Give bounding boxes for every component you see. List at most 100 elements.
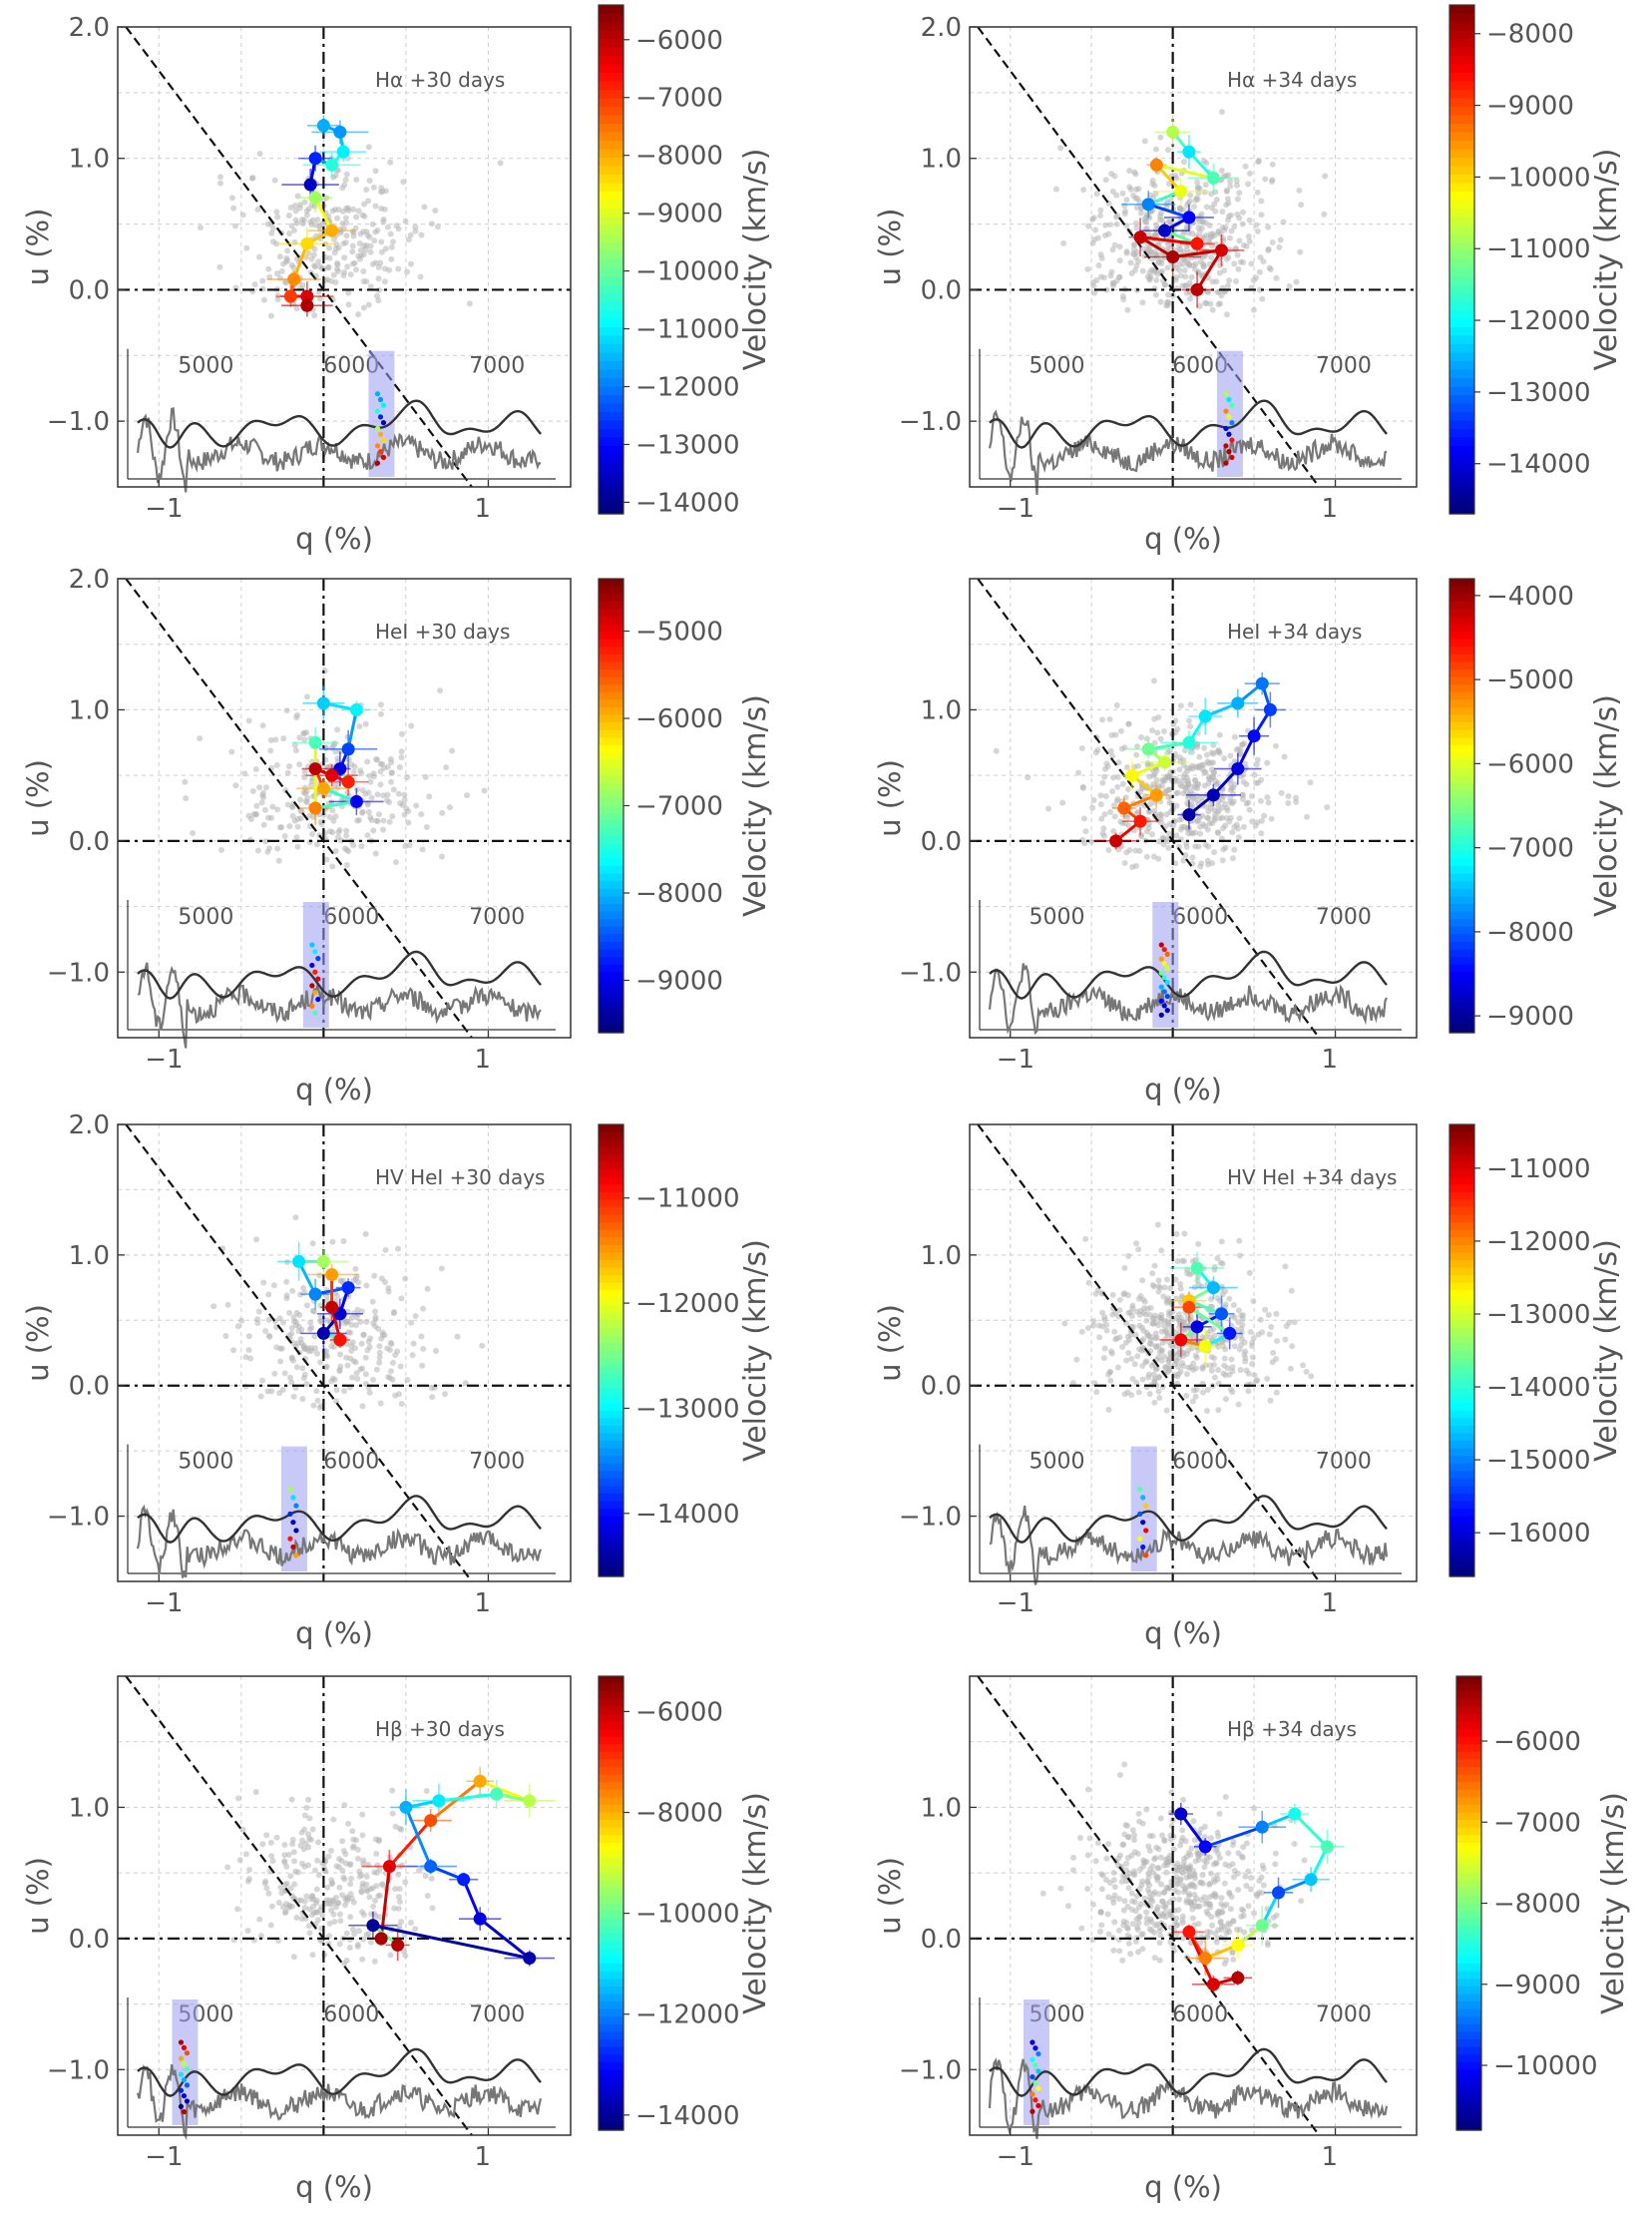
- colorbar-segment: [1456, 1926, 1481, 1935]
- background-point: [1176, 1346, 1183, 1353]
- x-tick-label: −1: [997, 1588, 1034, 1618]
- track-segment: [1195, 249, 1223, 291]
- colorbar-segment: [1449, 1410, 1474, 1420]
- background-point: [1236, 190, 1243, 197]
- background-point: [1207, 1870, 1214, 1877]
- background-point: [286, 763, 293, 770]
- colorbar-label: Velocity (km/s): [1596, 1792, 1631, 2014]
- background-point: [351, 1931, 358, 1938]
- background-point: [1149, 177, 1156, 184]
- background-point: [1149, 1869, 1156, 1876]
- background-point: [1157, 815, 1164, 822]
- background-point: [1129, 1921, 1136, 1928]
- colorbar-segment: [599, 1895, 623, 1905]
- colorbar-segment: [1449, 1267, 1474, 1276]
- background-point: [354, 1941, 361, 1948]
- y-tick-label: −1.0: [899, 1503, 962, 1533]
- colorbar-segment: [599, 437, 623, 447]
- background-point: [1188, 273, 1195, 280]
- background-point: [1245, 799, 1252, 806]
- background-point: [363, 1932, 370, 1939]
- inset-track-point: [380, 454, 387, 461]
- background-point: [1125, 1252, 1132, 1259]
- background-point: [309, 1826, 316, 1833]
- colorbar-segment: [599, 752, 623, 761]
- background-point: [1110, 774, 1117, 781]
- background-point: [1136, 1818, 1143, 1825]
- background-point: [379, 1881, 386, 1888]
- background-point: [278, 267, 285, 274]
- background-point: [1131, 1849, 1138, 1856]
- background-point: [1213, 197, 1220, 204]
- background-point: [1061, 1320, 1068, 1327]
- background-point: [1052, 186, 1059, 193]
- colorbar-segment: [1449, 1448, 1474, 1457]
- colorbar-segment: [599, 1736, 623, 1745]
- background-point: [330, 817, 337, 824]
- background-point: [377, 768, 384, 775]
- background-point: [370, 1376, 377, 1383]
- colorbar-segment: [1449, 141, 1474, 151]
- background-point: [1220, 793, 1227, 800]
- inset-track-point: [287, 1511, 293, 1517]
- colorbar-segment: [1449, 158, 1474, 168]
- background-point: [378, 248, 385, 255]
- track-segment: [404, 1806, 433, 1868]
- velocity-track: [266, 116, 369, 317]
- background-point: [1141, 1895, 1148, 1902]
- colorbar-segment: [1449, 1139, 1474, 1148]
- background-point: [1113, 221, 1120, 227]
- background-point: [1078, 1328, 1085, 1335]
- background-point: [1281, 753, 1288, 760]
- background-point: [1209, 820, 1216, 827]
- background-point: [1114, 1364, 1121, 1371]
- background-point: [413, 802, 420, 809]
- inset-track-point: [184, 2066, 191, 2072]
- background-point: [1145, 1371, 1152, 1378]
- background-point: [375, 263, 382, 270]
- colorbar-segment: [1449, 1275, 1474, 1284]
- background-point: [349, 1828, 356, 1835]
- background-point: [1250, 1298, 1257, 1305]
- background-point: [1110, 1947, 1117, 1954]
- colorbar-segment: [599, 888, 623, 898]
- background-point: [1156, 217, 1163, 223]
- colorbar-segment: [599, 242, 623, 252]
- background-point: [1102, 222, 1109, 228]
- colorbar-segment: [599, 1865, 623, 1874]
- colorbar-tick-label: −9000: [635, 200, 723, 229]
- colorbar-segment: [1449, 835, 1474, 845]
- background-point: [1120, 1922, 1127, 1929]
- background-point: [1218, 292, 1225, 299]
- background-point: [1208, 1353, 1215, 1360]
- background-point: [1097, 251, 1104, 258]
- y-axis-label: u (%): [873, 1857, 907, 1935]
- background-point: [1324, 804, 1331, 811]
- background-point: [325, 213, 332, 220]
- colorbar-segment: [1456, 1820, 1481, 1829]
- background-point: [370, 827, 377, 834]
- background-point: [283, 707, 290, 714]
- background-point: [234, 1323, 241, 1330]
- background-point: [1203, 1859, 1210, 1866]
- inset-track-point: [178, 2071, 185, 2077]
- background-point: [1135, 1389, 1142, 1396]
- background-point: [369, 221, 376, 227]
- colorbar-segment: [1449, 369, 1474, 379]
- colorbar-segment: [599, 335, 623, 345]
- background-point: [1150, 677, 1157, 684]
- background-point: [1153, 776, 1160, 783]
- colorbar-tick-label: −13000: [1486, 378, 1591, 408]
- panel-top-left: 5000 6000 7000−1 12.01.00.0−1.0q (%)u (%)Hα…: [21, 4, 773, 556]
- background-point: [269, 238, 276, 245]
- background-point: [272, 736, 279, 743]
- background-point: [1242, 1354, 1249, 1361]
- background-point: [402, 1952, 409, 1959]
- inset-tick-label: 6000: [323, 1450, 379, 1475]
- colorbar-segment: [1449, 699, 1474, 708]
- track-point: [1206, 171, 1220, 185]
- background-point: [1124, 1854, 1131, 1861]
- colorbar-segment: [1449, 454, 1474, 464]
- background-point: [361, 1912, 368, 1919]
- background-point: [1227, 178, 1234, 185]
